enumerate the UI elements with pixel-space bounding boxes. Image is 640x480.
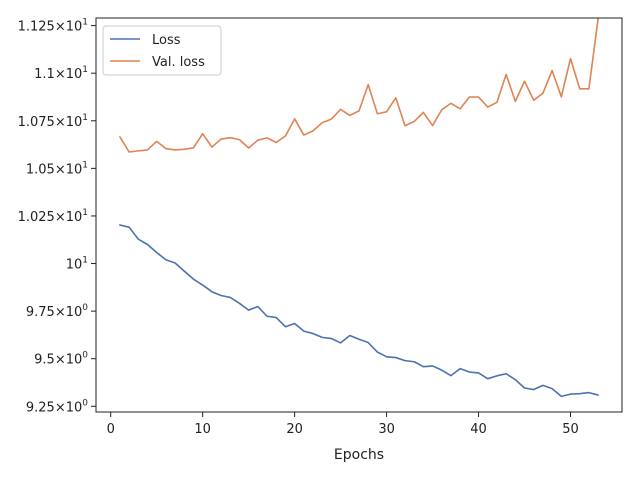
y-tick-label: 1.1×101 xyxy=(34,65,88,82)
x-tick-label: 50 xyxy=(562,422,579,437)
x-tick-label: 30 xyxy=(378,422,395,437)
x-tick-label: 0 xyxy=(107,422,115,437)
y-tick-label: 1.075×101 xyxy=(18,113,88,130)
x-axis-label: Epochs xyxy=(334,447,384,463)
y-tick-label: 9.5×100 xyxy=(34,351,88,368)
legend-label-val-loss: Val. loss xyxy=(152,55,205,70)
plot-frame xyxy=(95,17,623,413)
y-tick-label: 1.025×101 xyxy=(18,208,88,225)
x-tick-label: 40 xyxy=(470,422,487,437)
series-layer xyxy=(119,17,599,398)
x-tick-label: 20 xyxy=(286,422,303,437)
series-line-loss xyxy=(119,224,599,398)
y-tick-label: 101 xyxy=(66,256,88,273)
y-tick-label: 1.05×101 xyxy=(26,160,88,177)
legend-label-loss: Loss xyxy=(152,33,181,48)
series-line-val-loss xyxy=(119,17,599,153)
y-axis-ticks: 9.25×100 9.5×100 9.75×100 101 1.025×101 1.05×… xyxy=(18,18,96,415)
y-tick-label: 9.25×100 xyxy=(26,398,88,415)
legend: Loss Val. loss xyxy=(102,25,222,76)
x-tick-label: 10 xyxy=(194,422,211,437)
y-tick-label: 1.125×101 xyxy=(18,18,88,35)
y-tick-label: 9.75×100 xyxy=(26,303,88,320)
x-axis-ticks: 0 10 20 30 40 50 xyxy=(107,412,579,437)
